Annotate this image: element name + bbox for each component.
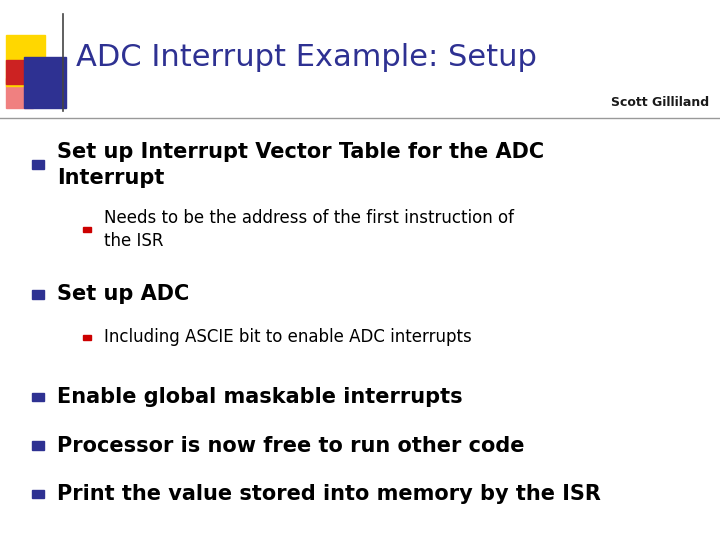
Text: Enable global maskable interrupts: Enable global maskable interrupts — [57, 387, 462, 407]
Bar — [6, 78, 33, 108]
Text: Processor is now free to run other code: Processor is now free to run other code — [57, 435, 524, 456]
Bar — [83, 334, 91, 341]
Text: ADC Interrupt Example: Setup: ADC Interrupt Example: Setup — [76, 43, 536, 72]
Bar — [24, 57, 66, 108]
Text: Set up Interrupt Vector Table for the ADC
Interrupt: Set up Interrupt Vector Table for the AD… — [57, 142, 544, 187]
Text: Set up ADC: Set up ADC — [57, 284, 189, 305]
Bar — [6, 60, 33, 84]
Bar — [32, 393, 44, 401]
Bar — [83, 226, 91, 232]
Bar — [32, 160, 44, 169]
Bar — [32, 441, 44, 450]
Bar — [6, 35, 45, 86]
Bar — [32, 290, 44, 299]
Text: Print the value stored into memory by the ISR: Print the value stored into memory by th… — [57, 484, 600, 504]
Bar — [32, 490, 44, 498]
Text: Needs to be the address of the first instruction of
the ISR: Needs to be the address of the first ins… — [104, 209, 513, 250]
Text: Scott Gilliland: Scott Gilliland — [611, 96, 709, 109]
Text: Including ASCIE bit to enable ADC interrupts: Including ASCIE bit to enable ADC interr… — [104, 328, 472, 347]
